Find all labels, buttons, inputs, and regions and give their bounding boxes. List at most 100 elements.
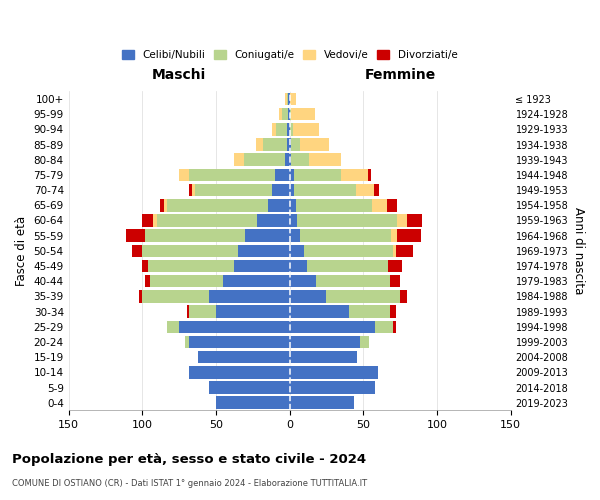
Bar xyxy=(223,275,290,287)
Text: COMUNE DI OSTIANO (CR) - Dati ISTAT 1° gennaio 2024 - Elaborazione TUTTITALIA.IT: COMUNE DI OSTIANO (CR) - Dati ISTAT 1° g… xyxy=(12,479,367,488)
Bar xyxy=(157,214,257,226)
Bar xyxy=(388,260,401,272)
Bar xyxy=(167,320,179,333)
Bar xyxy=(393,320,395,333)
Bar xyxy=(309,154,341,166)
Bar xyxy=(300,230,391,242)
Bar xyxy=(216,396,290,409)
Bar xyxy=(185,336,190,348)
Bar xyxy=(152,214,157,226)
Bar xyxy=(326,290,400,302)
Bar xyxy=(291,108,314,120)
Bar xyxy=(196,184,272,196)
Bar xyxy=(179,168,190,181)
Bar xyxy=(272,123,277,136)
Bar xyxy=(272,184,290,196)
Bar xyxy=(216,306,290,318)
Bar xyxy=(245,230,290,242)
Bar xyxy=(179,320,290,333)
Bar xyxy=(139,290,142,302)
Bar xyxy=(400,290,407,302)
Bar xyxy=(297,214,397,226)
Bar xyxy=(290,260,307,272)
Bar xyxy=(368,168,371,181)
Bar xyxy=(290,275,316,287)
Bar xyxy=(233,154,244,166)
Bar xyxy=(285,93,287,105)
Bar xyxy=(294,184,356,196)
Bar xyxy=(375,320,393,333)
Bar xyxy=(190,366,290,378)
Bar xyxy=(390,275,400,287)
Bar xyxy=(148,260,233,272)
Bar xyxy=(209,382,290,394)
Bar xyxy=(290,214,297,226)
Bar xyxy=(296,199,372,211)
Bar xyxy=(290,93,296,105)
Bar xyxy=(393,244,395,257)
Bar xyxy=(397,214,407,226)
Bar xyxy=(391,230,397,242)
Bar xyxy=(300,138,329,151)
Bar xyxy=(372,199,387,211)
Bar xyxy=(238,244,290,257)
Bar xyxy=(397,230,421,242)
Bar xyxy=(290,123,293,136)
Bar xyxy=(395,244,413,257)
Bar xyxy=(290,351,358,364)
Bar xyxy=(290,168,294,181)
Bar xyxy=(290,366,378,378)
Y-axis label: Fasce di età: Fasce di età xyxy=(15,216,28,286)
Bar xyxy=(164,199,167,211)
Bar xyxy=(257,214,290,226)
Bar xyxy=(275,168,290,181)
Text: Maschi: Maschi xyxy=(152,68,206,82)
Bar xyxy=(142,244,238,257)
Bar xyxy=(316,275,390,287)
Bar xyxy=(288,108,290,120)
Bar xyxy=(263,138,287,151)
Bar xyxy=(290,108,291,120)
Bar xyxy=(307,260,388,272)
Bar xyxy=(290,396,355,409)
Bar xyxy=(187,306,190,318)
Bar xyxy=(294,168,341,181)
Bar xyxy=(149,275,223,287)
Bar xyxy=(198,351,290,364)
Bar xyxy=(287,138,290,151)
Bar xyxy=(349,306,390,318)
Bar xyxy=(291,138,300,151)
Bar xyxy=(290,306,349,318)
Bar xyxy=(291,154,309,166)
Legend: Celibi/Nubili, Coniugati/e, Vedovi/e, Divorziati/e: Celibi/Nubili, Coniugati/e, Vedovi/e, Di… xyxy=(118,46,461,64)
Bar xyxy=(193,184,196,196)
Bar xyxy=(290,230,300,242)
Text: Popolazione per età, sesso e stato civile - 2024: Popolazione per età, sesso e stato civil… xyxy=(12,452,366,466)
Bar xyxy=(145,230,245,242)
Bar xyxy=(290,336,361,348)
Text: Femmine: Femmine xyxy=(364,68,436,82)
Bar xyxy=(290,184,294,196)
Bar xyxy=(287,123,290,136)
Bar xyxy=(256,138,263,151)
Bar xyxy=(361,336,369,348)
Bar xyxy=(244,154,285,166)
Bar xyxy=(304,244,393,257)
Bar xyxy=(387,199,397,211)
Bar xyxy=(142,214,152,226)
Bar xyxy=(190,306,216,318)
Bar xyxy=(290,154,291,166)
Bar xyxy=(132,244,142,257)
Bar xyxy=(190,184,193,196)
Y-axis label: Anni di nascita: Anni di nascita xyxy=(572,207,585,294)
Bar xyxy=(233,260,290,272)
Bar xyxy=(285,154,290,166)
Bar xyxy=(290,320,375,333)
Bar xyxy=(390,306,395,318)
Bar xyxy=(290,199,296,211)
Bar xyxy=(374,184,379,196)
Bar xyxy=(407,214,422,226)
Bar xyxy=(167,199,268,211)
Bar xyxy=(290,382,375,394)
Bar xyxy=(142,260,148,272)
